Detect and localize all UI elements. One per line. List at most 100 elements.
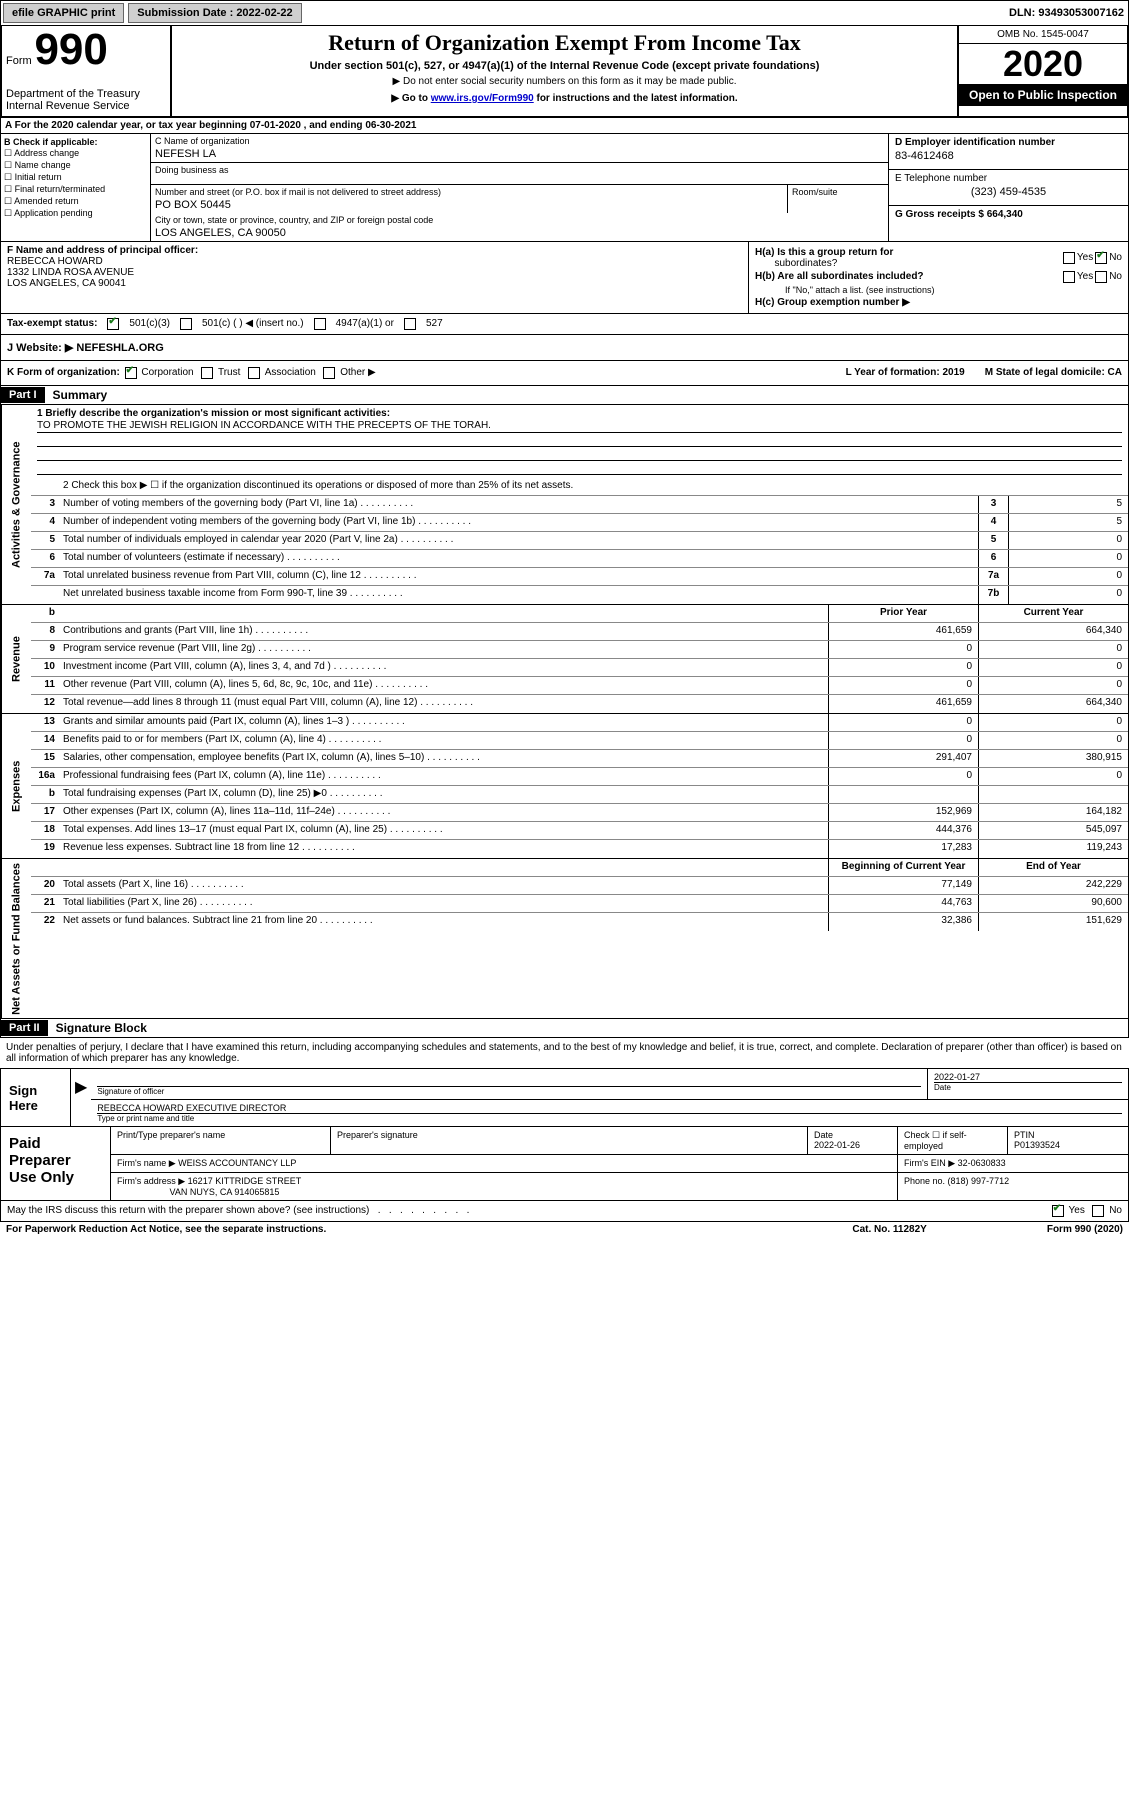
discuss-label: May the IRS discuss this return with the… — [7, 1205, 1050, 1217]
street-value: PO BOX 50445 — [155, 199, 783, 211]
room-suite-label: Room/suite — [788, 185, 888, 213]
hb-yes-checkbox[interactable] — [1063, 271, 1075, 283]
phone-value: (323) 459-4535 — [895, 186, 1122, 198]
street-label: Number and street (or P.O. box if mail i… — [155, 187, 441, 197]
city-value: LOS ANGELES, CA 90050 — [155, 227, 884, 239]
row-i-tax-exempt: Tax-exempt status: 501(c)(3) 501(c) ( ) … — [0, 314, 1129, 335]
declaration-text: Under penalties of perjury, I declare th… — [0, 1038, 1129, 1068]
q2-label: 2 Check this box ▶ ☐ if the organization… — [59, 478, 1128, 495]
city-label: City or town, state or province, country… — [155, 215, 433, 225]
ptin-value: P01393524 — [1014, 1140, 1060, 1150]
netassets-row: 21Total liabilities (Part X, line 26)44,… — [31, 895, 1128, 913]
chk-corporation[interactable] — [125, 367, 137, 379]
summary-row: 5Total number of individuals employed in… — [31, 532, 1128, 550]
section-expenses: Expenses 13Grants and similar amounts pa… — [0, 714, 1129, 859]
col-prior-year: Prior Year — [828, 605, 978, 622]
hb-no-checkbox[interactable] — [1095, 271, 1107, 283]
chk-amended-return[interactable]: ☐ Amended return — [4, 196, 147, 207]
discuss-yes-checkbox[interactable] — [1052, 1205, 1064, 1217]
q1-label: 1 Briefly describe the organization's mi… — [37, 408, 390, 419]
part2-title: Signature Block — [48, 1019, 155, 1037]
summary-row: 6Total number of volunteers (estimate if… — [31, 550, 1128, 568]
firm-name: WEISS ACCOUNTANCY LLP — [178, 1158, 296, 1168]
officer-addr2: LOS ANGELES, CA 90041 — [7, 278, 126, 289]
row-k-form-org: K Form of organization: Corporation Trus… — [0, 361, 1129, 386]
discuss-row: May the IRS discuss this return with the… — [0, 1201, 1129, 1222]
expenses-row: 13Grants and similar amounts paid (Part … — [31, 714, 1128, 732]
sig-date-label: Date — [934, 1082, 1122, 1092]
discuss-no-checkbox[interactable] — [1092, 1205, 1104, 1217]
phone-label: E Telephone number — [895, 173, 987, 184]
website-value: NEFESHLA.ORG — [76, 342, 163, 354]
org-name: NEFESH LA — [155, 148, 884, 160]
f-label: F Name and address of principal officer: — [7, 245, 198, 256]
chk-501c3[interactable] — [107, 318, 119, 330]
sign-here-label: Sign Here — [1, 1069, 71, 1126]
ptin-label: PTIN — [1014, 1130, 1035, 1140]
row-j-website: J Website: ▶ NEFESHLA.ORG — [0, 335, 1129, 361]
expenses-row: 15Salaries, other compensation, employee… — [31, 750, 1128, 768]
chk-address-change[interactable]: ☐ Address change — [4, 148, 147, 159]
summary-row: Net unrelated business taxable income fr… — [31, 586, 1128, 604]
chk-other[interactable] — [323, 367, 335, 379]
paperwork-notice: For Paperwork Reduction Act Notice, see … — [6, 1224, 326, 1235]
mission-text: TO PROMOTE THE JEWISH RELIGION IN ACCORD… — [37, 419, 1122, 433]
firm-addr-label: Firm's address ▶ — [117, 1176, 185, 1186]
efile-print-button[interactable]: efile GRAPHIC print — [3, 3, 124, 23]
firm-phone: Phone no. (818) 997-7712 — [898, 1173, 1128, 1200]
section-revenue: Revenue b Prior Year Current Year 8Contr… — [0, 605, 1129, 714]
hc-label: H(c) Group exemption number ▶ — [755, 297, 910, 308]
expenses-row: bTotal fundraising expenses (Part IX, co… — [31, 786, 1128, 804]
chk-association[interactable] — [248, 367, 260, 379]
expenses-row: 14Benefits paid to or for members (Part … — [31, 732, 1128, 750]
revenue-row: 8Contributions and grants (Part VIII, li… — [31, 623, 1128, 641]
chk-name-change[interactable]: ☐ Name change — [4, 160, 147, 171]
b-header: B Check if applicable: — [4, 137, 98, 147]
sign-arrow-icon: ▶ — [71, 1069, 91, 1126]
submission-date-button[interactable]: Submission Date : 2022-02-22 — [128, 3, 301, 23]
chk-trust[interactable] — [201, 367, 213, 379]
netassets-row: 22Net assets or fund balances. Subtract … — [31, 913, 1128, 931]
netassets-row: 20Total assets (Part X, line 16)77,14924… — [31, 877, 1128, 895]
part1-title: Summary — [45, 386, 116, 404]
sign-here-block: Sign Here ▶ Signature of officer 2022-01… — [0, 1068, 1129, 1127]
revenue-row: 10Investment income (Part VIII, column (… — [31, 659, 1128, 677]
firm-ein: Firm's EIN ▶ 32-0630833 — [898, 1155, 1128, 1172]
form-ref: Form 990 (2020) — [1047, 1224, 1123, 1235]
chk-final-return[interactable]: ☐ Final return/terminated — [4, 184, 147, 195]
chk-4947[interactable] — [314, 318, 326, 330]
dln-label: DLN: 93493053007162 — [1005, 7, 1128, 19]
ha-no-checkbox[interactable] — [1095, 252, 1107, 264]
paid-preparer-label: Paid Preparer Use Only — [1, 1127, 111, 1200]
typed-name-label: Type or print name and title — [97, 1113, 1122, 1123]
part2-badge: Part II — [1, 1020, 48, 1036]
prep-date-label: Date — [814, 1130, 833, 1140]
chk-501c[interactable] — [180, 318, 192, 330]
revenue-row: 12Total revenue—add lines 8 through 11 (… — [31, 695, 1128, 713]
part1-badge: Part I — [1, 387, 45, 403]
ha-yes-checkbox[interactable] — [1063, 252, 1075, 264]
form-title: Return of Organization Exempt From Incom… — [180, 30, 949, 56]
expenses-row: 16aProfessional fundraising fees (Part I… — [31, 768, 1128, 786]
expenses-row: 17Other expenses (Part IX, column (A), l… — [31, 804, 1128, 822]
firm-name-label: Firm's name ▶ — [117, 1158, 176, 1168]
sig-officer-label: Signature of officer — [97, 1086, 921, 1096]
chk-application-pending[interactable]: ☐ Application pending — [4, 208, 147, 219]
instructions-link[interactable]: www.irs.gov/Form990 — [431, 93, 534, 104]
col-beginning: Beginning of Current Year — [828, 859, 978, 876]
form-word: Form — [6, 55, 32, 67]
section-netassets: Net Assets or Fund Balances Beginning of… — [0, 859, 1129, 1020]
form-header: Form 990 Department of the Treasury Inte… — [0, 26, 1129, 118]
expenses-row: 18Total expenses. Add lines 13–17 (must … — [31, 822, 1128, 840]
line-a-tax-year: A For the 2020 calendar year, or tax yea… — [0, 118, 1129, 134]
form-number: 990 — [34, 25, 107, 74]
omb-number: OMB No. 1545-0047 — [959, 26, 1127, 44]
hb-note: If "No," attach a list. (see instruction… — [755, 285, 1122, 295]
part1-header-row: Part I Summary — [0, 386, 1129, 405]
part2-header-row: Part II Signature Block — [0, 1019, 1129, 1038]
firm-addr2: VAN NUYS, CA 914065815 — [170, 1187, 280, 1197]
department-label: Department of the Treasury Internal Reve… — [6, 88, 166, 112]
year-formation: L Year of formation: 2019 — [846, 367, 965, 378]
chk-527[interactable] — [404, 318, 416, 330]
chk-initial-return[interactable]: ☐ Initial return — [4, 172, 147, 183]
